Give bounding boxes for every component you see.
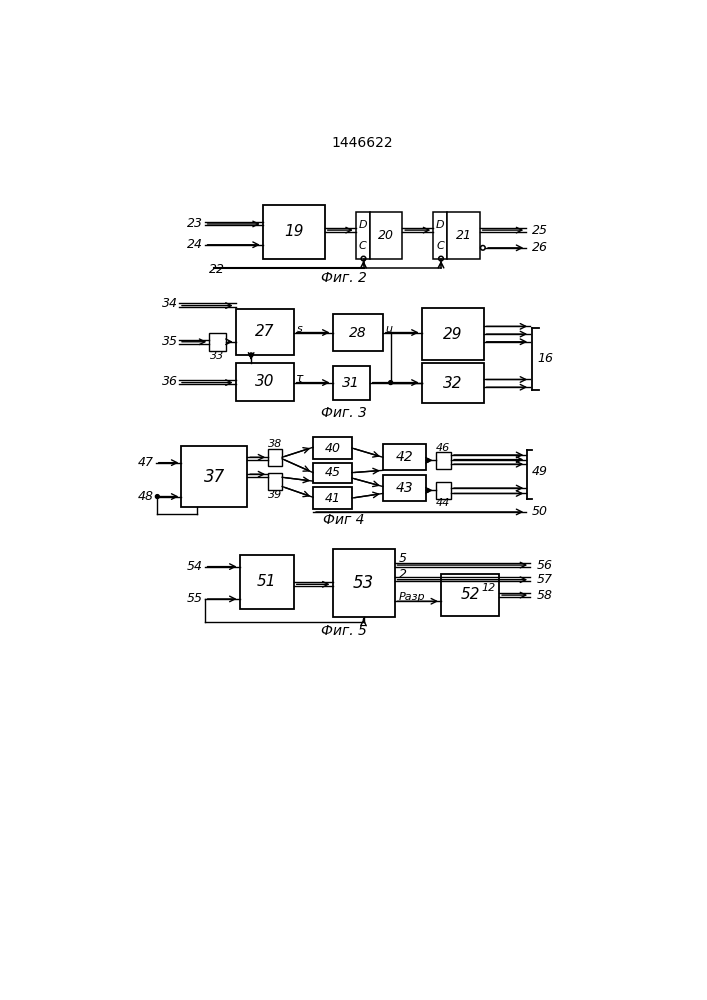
Bar [436, 482, 451, 499]
Circle shape [156, 495, 159, 498]
Text: 40: 40 [325, 442, 341, 455]
Text: 43: 43 [395, 481, 413, 495]
Text: 25: 25 [532, 224, 548, 237]
Text: 33: 33 [210, 351, 224, 361]
Text: 37: 37 [204, 468, 225, 486]
Text: 53: 53 [353, 574, 374, 592]
Text: D: D [358, 220, 367, 230]
Text: 34: 34 [161, 297, 177, 310]
Text: 16: 16 [537, 352, 554, 365]
Bar [441, 574, 499, 616]
Bar [433, 212, 448, 259]
Text: 24: 24 [187, 238, 203, 251]
Bar [332, 314, 383, 351]
Text: 50: 50 [532, 505, 548, 518]
Text: 39: 39 [268, 490, 282, 500]
Bar [356, 212, 370, 259]
Circle shape [426, 489, 429, 492]
Bar [235, 363, 293, 401]
Text: 31: 31 [342, 376, 360, 390]
Text: 48: 48 [139, 490, 154, 503]
Text: 44: 44 [436, 498, 450, 508]
Text: 45: 45 [325, 466, 341, 479]
Text: τ: τ [296, 372, 304, 385]
Text: 1446622: 1446622 [331, 136, 393, 150]
Text: 19: 19 [284, 224, 303, 239]
Text: 46: 46 [436, 443, 450, 453]
Bar [263, 205, 325, 259]
Text: 5: 5 [399, 552, 407, 565]
Text: Фиг. 5: Фиг. 5 [321, 624, 367, 638]
Bar [313, 463, 352, 483]
Circle shape [426, 459, 429, 462]
Bar [209, 333, 226, 351]
Text: s: s [297, 324, 303, 334]
Bar [332, 366, 370, 400]
Text: 28: 28 [349, 326, 366, 340]
Text: 30: 30 [255, 374, 274, 389]
Text: 51: 51 [257, 574, 276, 589]
Bar [383, 444, 426, 470]
Text: D: D [436, 220, 445, 230]
Text: 41: 41 [325, 492, 341, 505]
Text: 32: 32 [443, 376, 462, 391]
Circle shape [249, 353, 253, 357]
Text: 56: 56 [537, 559, 552, 572]
Text: 26: 26 [532, 241, 548, 254]
Text: 58: 58 [537, 589, 552, 602]
Text: 42: 42 [395, 450, 413, 464]
Text: u: u [385, 324, 392, 334]
Bar [268, 449, 282, 466]
Text: 21: 21 [455, 229, 472, 242]
Bar [313, 437, 352, 459]
Bar [421, 308, 484, 360]
Text: 27: 27 [255, 324, 274, 339]
Text: Фиг. 2: Фиг. 2 [321, 271, 367, 285]
Text: C: C [436, 241, 444, 251]
Text: 47: 47 [139, 456, 154, 469]
Text: C: C [359, 241, 367, 251]
Text: 35: 35 [161, 335, 177, 348]
Text: 2: 2 [399, 568, 407, 581]
Bar [182, 446, 247, 507]
Bar [448, 212, 480, 259]
Text: 36: 36 [161, 375, 177, 388]
Bar [240, 555, 293, 609]
Bar [235, 309, 293, 355]
Text: Фиг 4: Фиг 4 [323, 513, 365, 527]
Text: 57: 57 [537, 573, 552, 586]
Text: Разр: Разр [398, 592, 425, 602]
Circle shape [389, 381, 392, 384]
Text: 52: 52 [460, 587, 480, 602]
Text: 54: 54 [187, 560, 203, 573]
Bar [383, 475, 426, 501]
Bar [370, 212, 402, 259]
Bar [313, 487, 352, 509]
Bar [436, 452, 451, 469]
Text: 12: 12 [481, 583, 496, 593]
Text: 29: 29 [443, 327, 462, 342]
Text: 49: 49 [532, 465, 547, 478]
Text: 23: 23 [187, 217, 203, 230]
Bar [421, 363, 484, 403]
Text: 22: 22 [209, 263, 225, 276]
Bar [268, 473, 282, 490]
Text: 20: 20 [378, 229, 394, 242]
Text: Фиг. 3: Фиг. 3 [321, 406, 367, 420]
Text: 55: 55 [187, 592, 203, 605]
Bar [332, 549, 395, 617]
Text: 38: 38 [268, 439, 282, 449]
